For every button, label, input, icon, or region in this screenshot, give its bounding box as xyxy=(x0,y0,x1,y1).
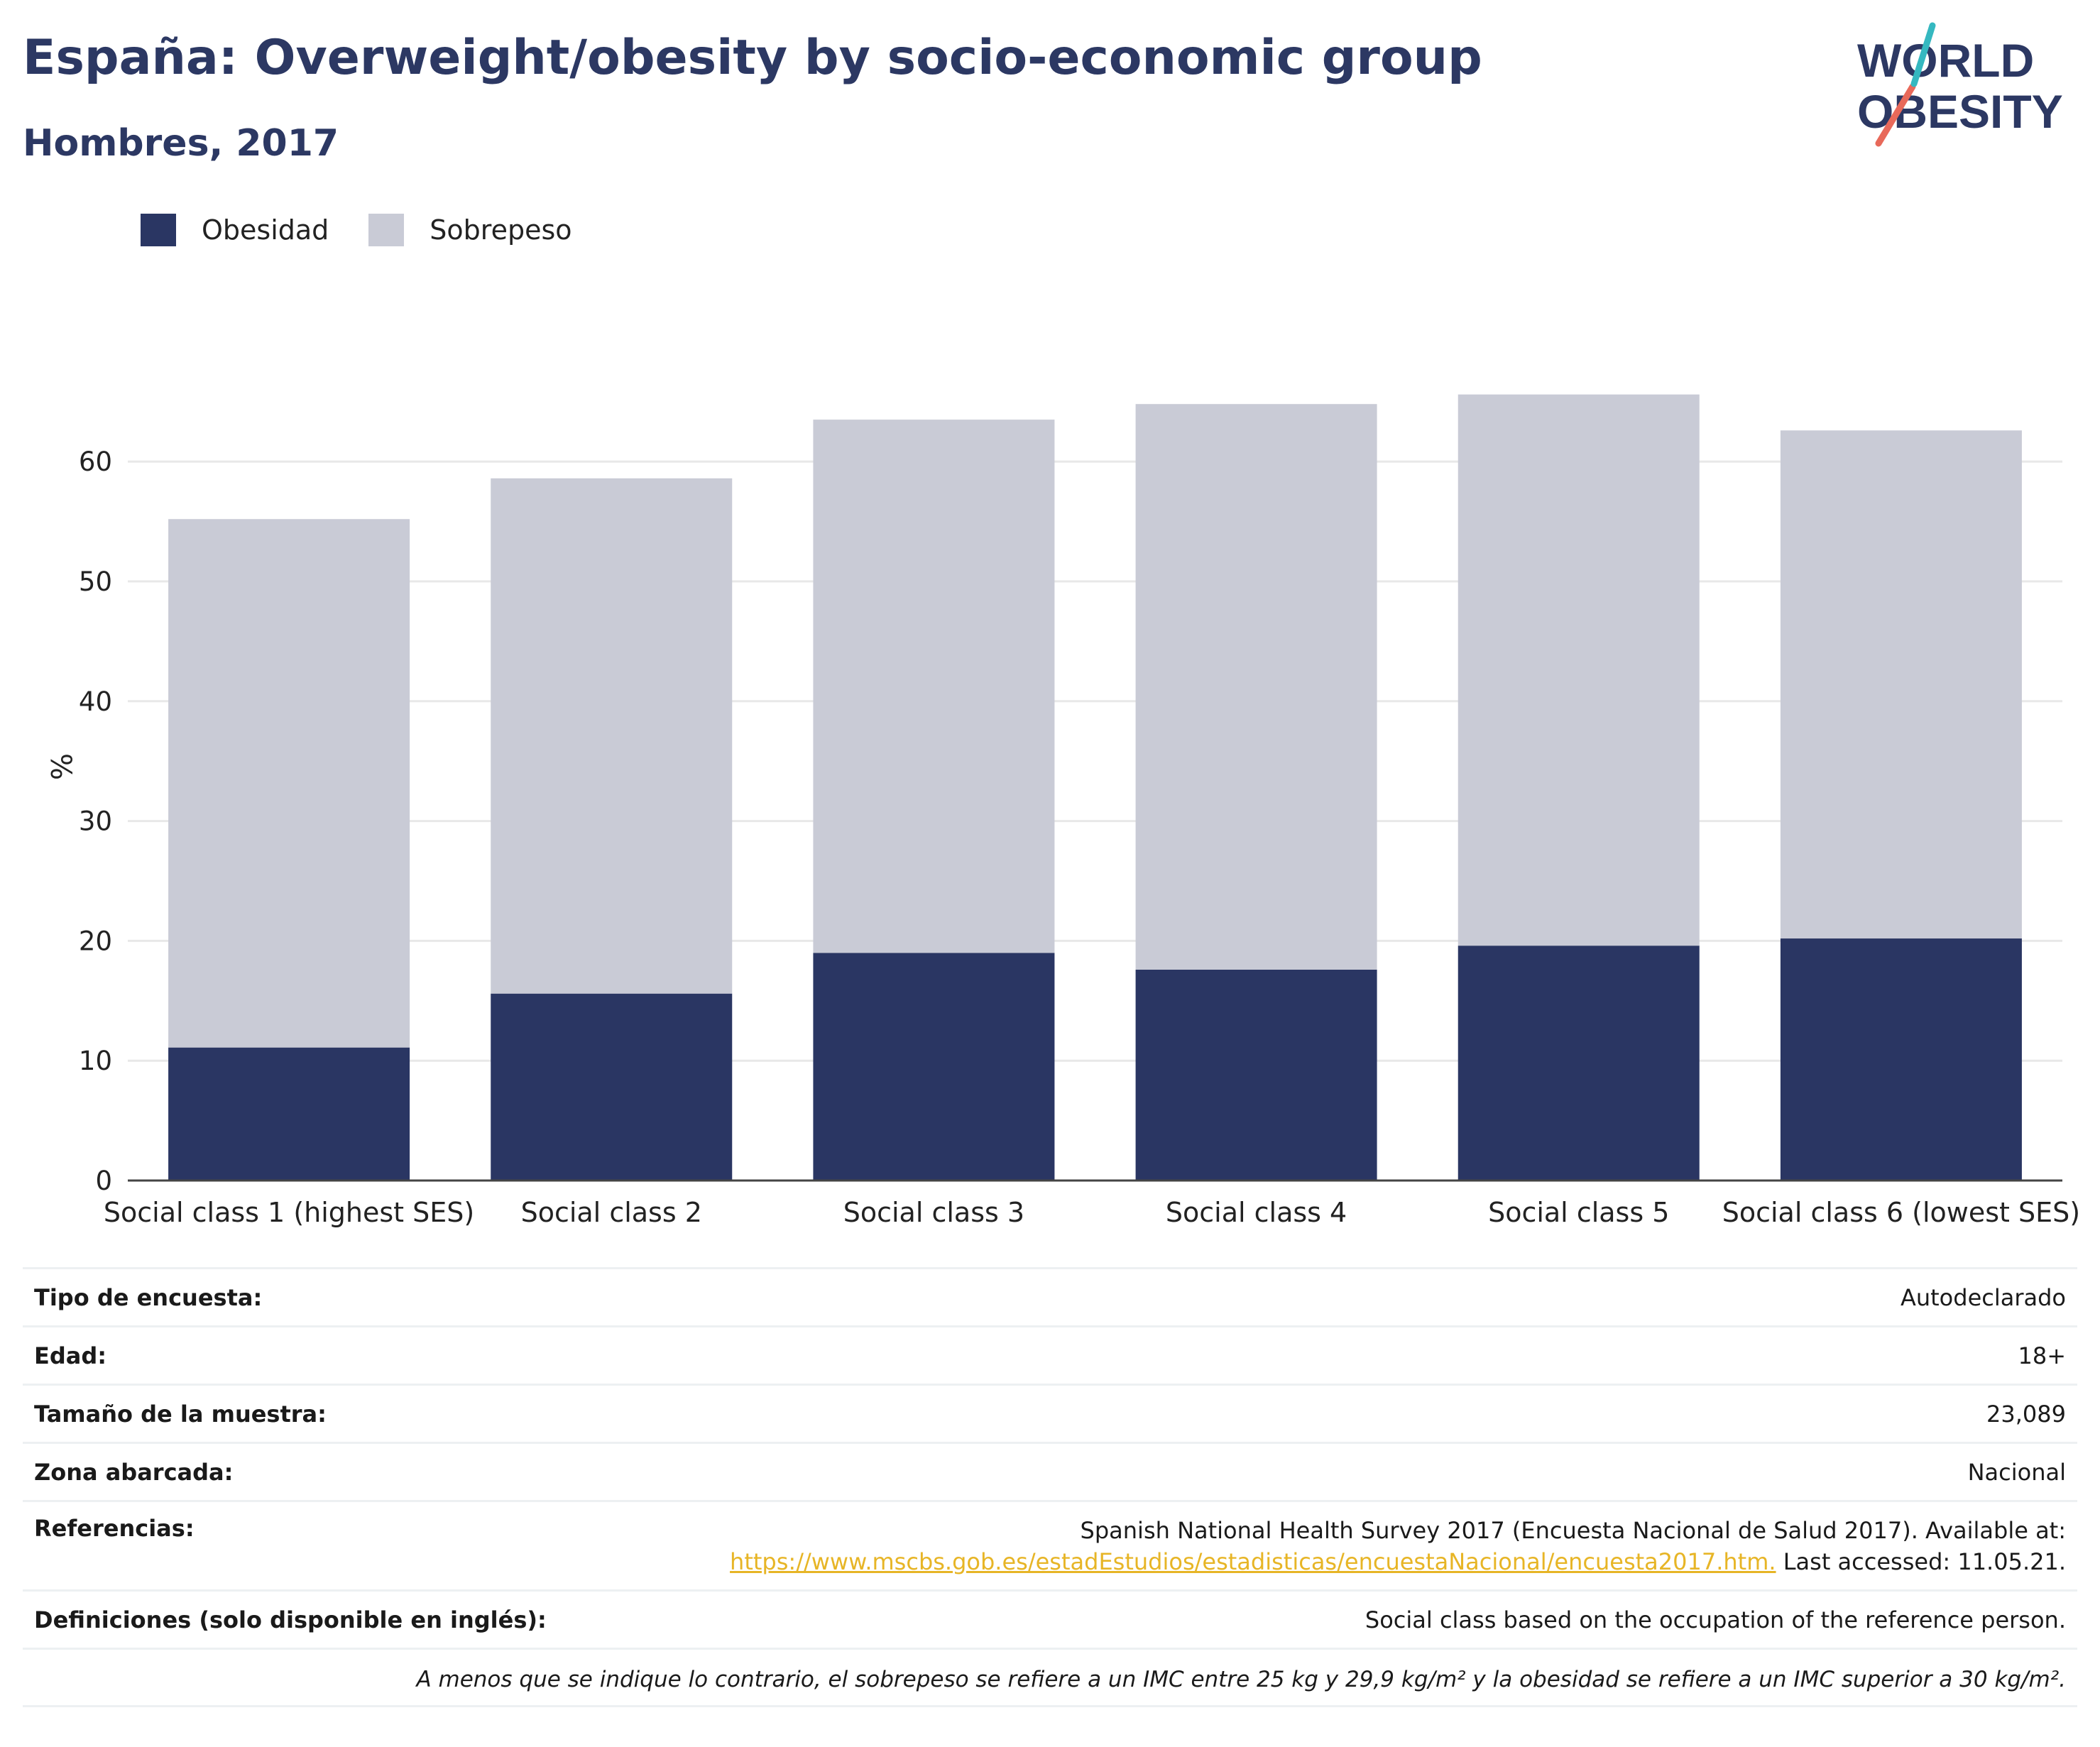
bar-sobrepeso xyxy=(491,478,733,994)
bar-obesidad xyxy=(1135,969,1377,1181)
logo-line2: OBESITY xyxy=(1857,85,2063,138)
footnote: A menos que se indique lo contrario, el … xyxy=(23,1648,2077,1707)
bar-sobrepeso xyxy=(1458,394,1700,946)
y-tick-label: 20 xyxy=(79,926,112,956)
info-row-definitions: Definiciones (solo disponible en inglés)… xyxy=(23,1589,2077,1648)
info-key: Zona abarcada: xyxy=(34,1458,234,1486)
reference-text: Spanish National Health Survey 2017 (Enc… xyxy=(1080,1517,2066,1544)
bar-obesidad xyxy=(1780,938,2022,1181)
info-key: Tamaño de la muestra: xyxy=(34,1400,327,1428)
x-tick-label: Social class 2 xyxy=(521,1197,702,1228)
logo-line1: WORLD xyxy=(1857,34,2034,87)
x-tick-label: Social class 3 xyxy=(843,1197,1024,1228)
info-value: Nacional xyxy=(1967,1458,2066,1486)
info-row-references: Referencias: Spanish National Health Sur… xyxy=(23,1500,2077,1589)
survey-info-table: Tipo de encuesta: Autodeclarado Edad: 18… xyxy=(23,1267,2077,1707)
chart-title: España: Overweight/obesity by socio-econ… xyxy=(23,30,1482,86)
x-tick-label: Social class 6 (lowest SES) xyxy=(1722,1197,2080,1228)
y-tick-label: 50 xyxy=(79,566,112,597)
info-value-references: Spanish National Health Survey 2017 (Enc… xyxy=(730,1515,2066,1577)
legend-item-obesidad[interactable]: Obesidad xyxy=(141,214,329,246)
world-obesity-logo: WORLD OBESITY xyxy=(1857,22,2063,147)
bar-obesidad xyxy=(168,1047,410,1181)
info-row-area: Zona abarcada: Nacional xyxy=(23,1442,2077,1500)
x-tick-label: Social class 1 (highest SES) xyxy=(104,1197,474,1228)
info-value: 23,089 xyxy=(1986,1400,2066,1428)
info-key: Tipo de encuesta: xyxy=(34,1283,263,1311)
info-row-survey-type: Tipo de encuesta: Autodeclarado xyxy=(23,1267,2077,1325)
legend-item-sobrepeso[interactable]: Sobrepeso xyxy=(368,214,572,246)
logo-slash-lower xyxy=(1875,83,1916,147)
y-axis-label: % xyxy=(44,753,77,780)
y-tick-label: 40 xyxy=(79,686,112,717)
legend-swatch-sobrepeso xyxy=(368,214,405,246)
legend-swatch-obesidad xyxy=(141,214,176,246)
y-tick-label: 60 xyxy=(79,447,112,477)
chart-subtitle: Hombres, 2017 xyxy=(23,122,339,165)
y-tick-label: 30 xyxy=(79,806,112,837)
info-key: Definiciones (solo disponible en inglés)… xyxy=(34,1606,547,1633)
info-value: Social class based on the occupation of … xyxy=(1365,1606,2066,1633)
bar-chart: 0 10 20 30 40 50 60 Social class 1 (highest SES… xyxy=(44,394,2080,1228)
info-key: Edad: xyxy=(34,1342,107,1369)
reference-link[interactable]: https://www.mscbs.gob.es/estadEstudios/e… xyxy=(730,1548,1776,1575)
bar-obesidad xyxy=(491,993,733,1181)
info-key: Referencias: xyxy=(34,1515,195,1542)
legend-label-obesidad: Obesidad xyxy=(202,214,329,246)
bar-obesidad xyxy=(1458,946,1700,1181)
reference-accessed: Last accessed: 11.05.21. xyxy=(1776,1548,2066,1575)
y-tick-label: 0 xyxy=(95,1166,112,1196)
logo-slash-upper xyxy=(1910,22,1936,87)
x-tick-label: Social class 4 xyxy=(1166,1197,1347,1228)
x-tick-label: Social class 5 xyxy=(1488,1197,1669,1228)
y-tick-label: 10 xyxy=(79,1046,112,1076)
info-value: 18+ xyxy=(2018,1342,2066,1369)
bar-sobrepeso xyxy=(1780,430,2022,939)
info-row-sample-size: Tamaño de la muestra: 23,089 xyxy=(23,1384,2077,1442)
bar-sobrepeso xyxy=(1135,404,1377,970)
legend-label-sobrepeso: Sobrepeso xyxy=(430,214,572,246)
info-value: Autodeclarado xyxy=(1900,1283,2066,1311)
info-row-age: Edad: 18+ xyxy=(23,1325,2077,1384)
bar-obesidad xyxy=(813,953,1055,1181)
bar-sobrepeso xyxy=(168,519,410,1048)
bar-sobrepeso xyxy=(813,420,1055,953)
chart-legend: Obesidad Sobrepeso xyxy=(141,212,612,248)
